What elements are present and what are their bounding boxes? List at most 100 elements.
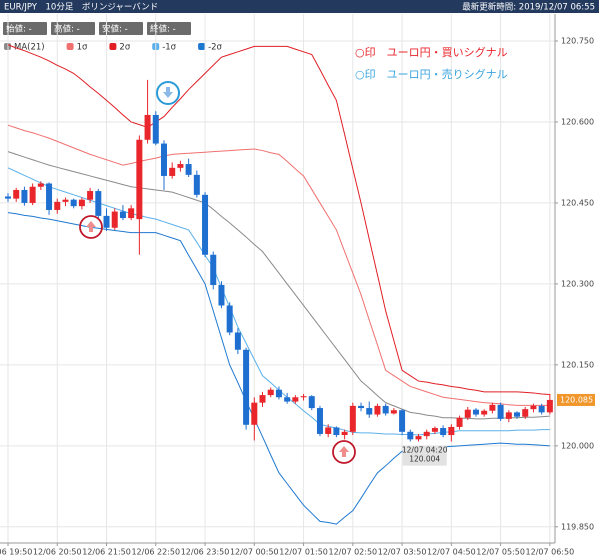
x-tick-label: 12/07 03:50 (378, 548, 427, 557)
candle-body (308, 396, 315, 409)
ohlc-tile-label: 安値: - (102, 24, 128, 35)
y-tick-label: 119.850 (561, 522, 594, 531)
band-line (7, 124, 550, 406)
candle-body (292, 397, 299, 402)
legend-label: 1σ (77, 43, 88, 53)
candle-body (234, 332, 241, 350)
ohlc-tile (51, 22, 95, 35)
candle-body (538, 405, 545, 413)
candle-body (456, 417, 463, 427)
signal-arrow (163, 87, 173, 98)
candle-body (267, 389, 274, 396)
candle-body (37, 183, 44, 187)
x-tick-label: 12/06 19:50 (0, 548, 32, 557)
x-tick-label: 12/07 00:50 (230, 548, 279, 557)
candle-body (440, 428, 447, 436)
x-tick-label: 12/07 04:50 (427, 548, 476, 557)
signal-arrow (86, 221, 96, 232)
x-tick-label: 12/06 22:50 (131, 548, 180, 557)
candle-body (530, 405, 537, 410)
last-price-label: 120.085 (560, 395, 593, 404)
y-tick-label: 120.600 (561, 117, 594, 126)
candle-body (21, 189, 28, 203)
candle-body (316, 408, 323, 434)
candle-body (349, 405, 356, 432)
legend-swatch (66, 43, 74, 50)
candle-body (325, 427, 332, 434)
candle-body (366, 408, 373, 415)
candle-body (481, 410, 488, 415)
candle-body (497, 404, 504, 419)
candle-body (382, 405, 389, 414)
candle-body (119, 211, 126, 219)
candle-body (300, 396, 307, 398)
candle-body (46, 183, 53, 210)
candle-body (251, 402, 258, 425)
y-tick-label: 120.450 (561, 198, 594, 207)
crosshair-box (402, 445, 447, 466)
ohlc-tile (3, 22, 47, 35)
legend-swatch (109, 43, 117, 50)
y-tick-label: 120.750 (561, 36, 594, 45)
candle-body (514, 412, 521, 417)
candle-body (95, 191, 102, 216)
band-line (7, 44, 550, 396)
candle-body (136, 139, 143, 220)
candle-body (243, 349, 250, 425)
candle-body (177, 164, 184, 168)
candle-body (78, 199, 85, 207)
candle-body (5, 196, 11, 199)
candle-body (522, 409, 529, 417)
candle-body (275, 389, 282, 398)
x-tick-label: 12/06 21:50 (82, 548, 131, 557)
candle-body (423, 431, 430, 437)
ohlc-tiles: 始値: - 高値: - 安値: - 終値: - (3, 22, 191, 35)
ohlc-tile (147, 22, 191, 35)
candle-body (341, 431, 348, 436)
header-bar (0, 0, 599, 13)
candle-body (284, 397, 291, 402)
plot-area: 119.850 120.000 120.150 120.300 120.450 120.6… (0, 14, 595, 557)
candle-body (144, 114, 151, 140)
crosshair-value: 120.004 (409, 455, 440, 464)
candle-body (185, 164, 192, 175)
candle-body (128, 208, 135, 219)
annotation-sell: ○印 ユーロ円・売りシグナル (355, 67, 508, 81)
buy-signal (332, 440, 356, 464)
candle-body (259, 395, 266, 403)
crosshair-time: 12/07 04:20 (402, 446, 448, 455)
legend-swatch (198, 43, 206, 50)
candle-body (169, 167, 176, 176)
candle-body (464, 409, 471, 418)
candle-body (431, 428, 438, 432)
candle-body (546, 399, 553, 413)
ohlc-tile-label: 高値: - (54, 24, 80, 35)
candle-body (87, 191, 94, 200)
candle-body (448, 426, 455, 436)
ohlc-tile-label: 終値: - (150, 24, 176, 35)
legend: MA(21) 1σ 2σ -1σ -2σ (4, 43, 223, 53)
x-tick-label: 12/07 02:50 (328, 548, 377, 557)
candle-body (390, 410, 397, 414)
candle-body (218, 284, 225, 306)
candle-body (374, 405, 381, 415)
signal-circle (79, 215, 103, 239)
candle-body (415, 436, 422, 440)
x-tick-label: 12/07 05:50 (476, 548, 525, 557)
buy-signal (79, 215, 103, 239)
candle-body (399, 410, 406, 432)
candle-body (505, 412, 512, 419)
candle-body (29, 186, 36, 203)
y-tick-label: 120.150 (561, 360, 594, 369)
candle-body (70, 199, 77, 207)
candle-body (407, 431, 414, 440)
legend-label: -2σ (208, 43, 222, 53)
x-tick-label: 12/06 23:50 (181, 548, 230, 557)
sell-signal (156, 81, 180, 105)
legend-label: -1σ (162, 43, 176, 53)
candle-body (103, 215, 110, 228)
y-tick-label: 120.000 (561, 441, 594, 450)
band-line (7, 212, 550, 525)
ohlc-tile (99, 22, 143, 35)
candle-body (358, 405, 365, 409)
